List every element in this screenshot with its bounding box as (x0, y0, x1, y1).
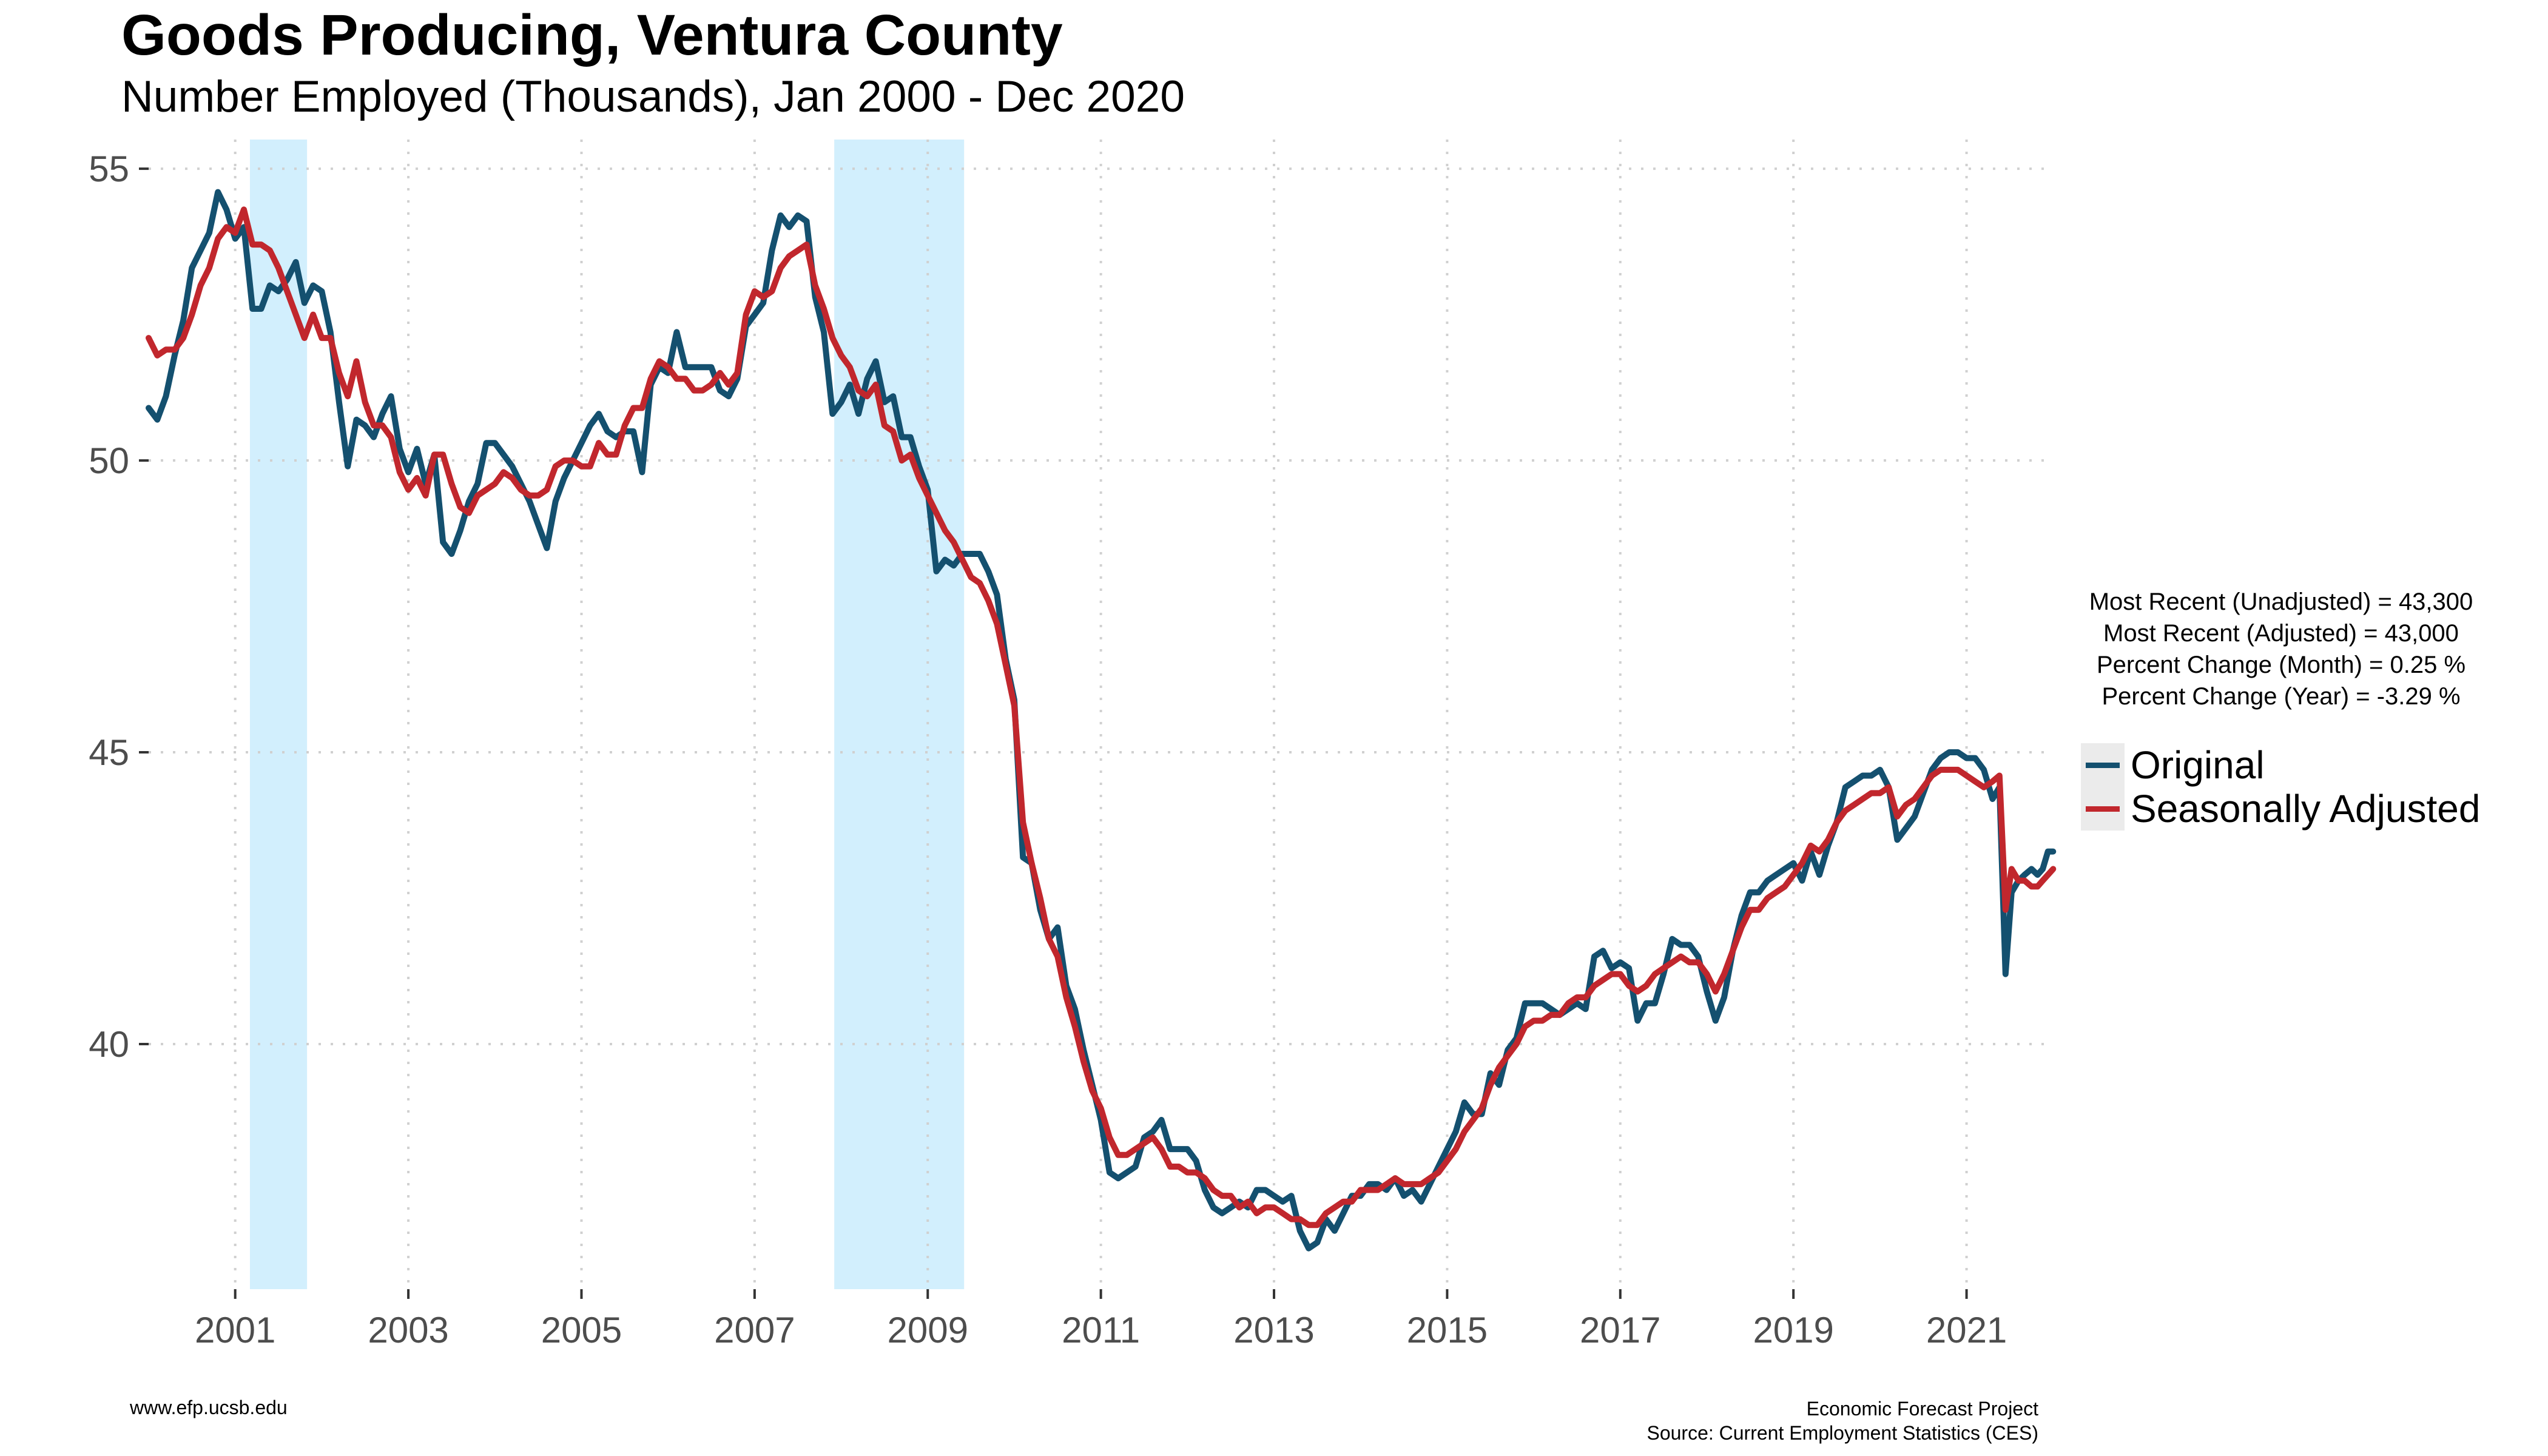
x-tick-label: 2021 (1926, 1310, 2007, 1350)
footer-source: Economic Forecast Project Source: Curren… (1646, 1397, 2038, 1445)
x-tick-label: 2001 (195, 1310, 275, 1350)
stat-pct-month: Percent Change (Month) = 0.25 % (2096, 652, 2466, 678)
x-tick-label: 2007 (714, 1310, 795, 1350)
footer-url: www.efp.ucsb.edu (130, 1397, 288, 1418)
x-tick-label: 2013 (1233, 1310, 1314, 1350)
x-tick-label: 2019 (1753, 1310, 1833, 1350)
legend-item-adjusted: Seasonally Adjusted (2081, 787, 2480, 831)
recession-band-2 (834, 140, 965, 1289)
legend-key-original (2081, 743, 2125, 787)
x-tick-label: 2017 (1580, 1310, 1660, 1350)
y-tick-label: 50 (89, 440, 129, 481)
legend-key-adjusted (2081, 787, 2125, 831)
recession-band-1 (249, 140, 308, 1289)
legend-label-adjusted: Seasonally Adjusted (2131, 787, 2481, 831)
stat-adjusted: Most Recent (Adjusted) = 43,000 (2103, 620, 2459, 647)
y-tick-label: 40 (89, 1024, 129, 1065)
x-tick-label: 2011 (1062, 1310, 1140, 1350)
x-tick-label: 2005 (541, 1310, 622, 1350)
stat-pct-year: Percent Change (Year) = -3.29 % (2101, 683, 2461, 710)
legend-item-original: Original (2081, 743, 2480, 787)
chart-subtitle: Number Employed (Thousands), Jan 2000 - … (121, 72, 1185, 121)
summary-stats: Most Recent (Unadjusted) = 43,300 Most R… (2020, 586, 2542, 712)
series-seasonally-adjusted-line (146, 206, 2057, 1228)
x-tick-label: 2015 (1407, 1310, 1488, 1350)
footer-source-line2: Source: Current Employment Statistics (C… (1646, 1422, 2038, 1444)
y-tick-label: 45 (89, 732, 129, 773)
x-tick-label: 2009 (888, 1310, 968, 1350)
legend: Original Seasonally Adjusted (2081, 743, 2480, 831)
chart-title: Goods Producing, Ventura County (121, 3, 1063, 67)
stat-unadjusted: Most Recent (Unadjusted) = 43,300 (2089, 588, 2473, 615)
x-tick-label: 2003 (368, 1310, 448, 1350)
y-tick-label: 55 (89, 149, 129, 189)
footer-source-line1: Economic Forecast Project (1806, 1398, 2038, 1420)
series-original-line (146, 189, 2057, 1252)
legend-label-original: Original (2131, 743, 2265, 787)
